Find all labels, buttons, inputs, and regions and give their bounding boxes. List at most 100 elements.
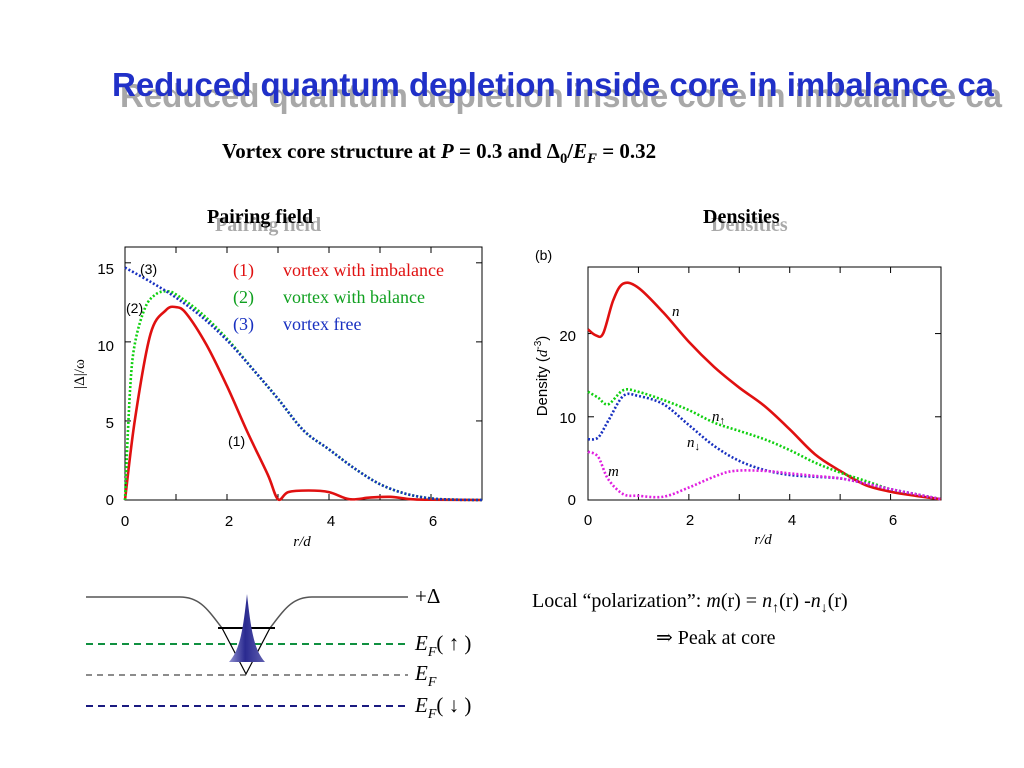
polar-eq: = (740, 590, 763, 612)
chart1-xlabel: r/d (293, 534, 311, 550)
curve-label-2: (2) (126, 300, 143, 316)
density-series-4 (587, 450, 942, 501)
slide-subtitle: Vortex core structure at P = 0.3 and Δ0/… (222, 139, 656, 168)
polar-n1: n (762, 590, 773, 612)
polar-down: ↓ (820, 601, 828, 616)
ylabel-d: d (535, 349, 551, 357)
ef-mid-label: EF (414, 661, 437, 690)
chart1-ytick-0: 0 (106, 492, 114, 509)
chart2-ylabel: Density (d-3) (533, 336, 551, 417)
density-series-3 (587, 392, 942, 501)
chart2-frame (587, 266, 942, 501)
pairing-panel-title: Pairing field Pairing field (207, 206, 321, 236)
subtitle-delta-sub: 0 (559, 151, 568, 168)
curve-label-3: (3) (140, 261, 157, 277)
quasiparticle-peak (229, 594, 265, 662)
chart1-ytick-10: 10 (97, 338, 114, 355)
polar-minus: - (799, 590, 811, 612)
chart2-ticks (587, 267, 942, 501)
ylabel-exp: -3 (533, 340, 544, 349)
chart1-ytick-5: 5 (106, 415, 114, 432)
curve-label-n: n (672, 304, 680, 320)
chart2-xtick-2: 2 (686, 512, 694, 529)
polar-r2: (r) (779, 590, 800, 612)
curve-label-n-down: n↓ (687, 435, 700, 453)
ef-mid-e: E (414, 661, 428, 685)
subtitle-slash: / (567, 139, 574, 163)
curve-label-m: m (608, 464, 619, 480)
curve-label-n-up: n↑ (712, 409, 725, 427)
density-panel-title: Densities Densities (703, 206, 788, 236)
ef-mid-sub: F (427, 675, 437, 690)
slide-title-text: Reduced quantum depletion inside core in… (112, 66, 995, 103)
panel-tag-b: (b) (535, 247, 552, 263)
chart2-lines (587, 281, 942, 501)
plus-delta-label: +Δ (415, 584, 440, 608)
densities-chart: (b) 0 2 4 6 0 10 20 Density (d-3) r/d n … (533, 247, 942, 548)
ef-up-e: E (414, 631, 428, 655)
subtitle-delta: Δ (546, 139, 560, 163)
chart1-lines (123, 266, 483, 502)
ef-up-label: EF( ↑ ) (414, 631, 471, 660)
chart1-xtick-0: 0 (121, 513, 129, 530)
chart2-ytick-20: 20 (559, 328, 576, 345)
chart2-ytick-0: 0 (568, 492, 576, 509)
pairing-series-1 (123, 305, 483, 502)
density-series-2 (587, 388, 942, 501)
pairing-title-text: Pairing field (207, 206, 314, 228)
pairing-series-3 (124, 266, 483, 502)
polar-r1: (r) (720, 590, 741, 612)
ef-down-e: E (414, 693, 428, 717)
ylabel-prefix: Density ( (534, 357, 551, 416)
chart2-xtick-0: 0 (584, 512, 592, 529)
legend-num-1: (1) (233, 260, 254, 281)
slide-title: Reduced quantum depletion inside core in… (112, 64, 1024, 120)
ylabel-suffix: ) (534, 336, 551, 341)
subtitle-e: E (573, 139, 588, 163)
subtitle-p: P (440, 139, 454, 163)
polar-prefix: Local “polarization”: (532, 590, 707, 612)
ef-down-arrow: ( ↓ ) (436, 693, 471, 717)
n-up-letter: n (712, 409, 720, 425)
legend-text-3: vortex free (283, 314, 361, 334)
pairing-field-chart: 0 2 4 6 0 5 10 15 |Δ|/ω r/d (3) (2) (1) … (72, 246, 483, 550)
chart2-xtick-4: 4 (788, 512, 796, 529)
polar-m: m (706, 590, 721, 612)
ef-up-arrow: ( ↑ ) (436, 631, 471, 655)
polar-r3: (r) (827, 590, 848, 612)
polarization-formula: Local “polarization”: m(r) = n↑(r) -n↓(r… (532, 590, 848, 617)
n-up-arrow: ↑ (720, 415, 726, 427)
chart2-ytick-10: 10 (559, 410, 576, 427)
chart1-ylabel: |Δ|/ω (72, 359, 88, 389)
n-down-letter: n (687, 435, 695, 451)
n-down-arrow: ↓ (695, 441, 701, 453)
legend-text-2: vortex with balance (283, 287, 425, 307)
ef-down-label: EF( ↓ ) (414, 693, 471, 722)
pairing-title-shadow: Pairing field (215, 214, 322, 236)
ef-up-sub: F (427, 645, 437, 660)
subtitle-prefix: Vortex core structure at (222, 139, 441, 163)
peak-at-core-text: ⇒ Peak at core (656, 627, 776, 649)
chart1-ticks (124, 247, 483, 501)
chart1-frame (124, 246, 483, 501)
chart2-xtick-6: 6 (889, 512, 897, 529)
chart1-xtick-6: 6 (429, 513, 437, 530)
polar-n2: n (810, 590, 821, 612)
legend-text-1: vortex with imbalance (283, 260, 444, 280)
ef-down-sub: F (427, 707, 437, 722)
curve-label-1: (1) (228, 433, 245, 449)
subtitle-e-sub: F (587, 151, 597, 168)
subtitle-value: = 0.32 (596, 139, 657, 163)
subtitle-p-value: = 0.3 and (453, 139, 547, 163)
density-series-1 (587, 281, 942, 501)
legend-num-3: (3) (233, 314, 254, 335)
energy-diagram: +Δ EF( ↑ ) EF EF( ↓ ) (86, 584, 471, 722)
polar-up: ↑ (772, 601, 780, 616)
chart2-xlabel: r/d (754, 532, 772, 548)
chart1-xtick-4: 4 (327, 513, 335, 530)
legend-num-2: (2) (233, 287, 254, 308)
density-title-shadow: Densities (711, 214, 788, 236)
slide-title-shadow: Reduced quantum depletion inside core in… (120, 77, 1003, 114)
chart1-ytick-15: 15 (97, 261, 114, 278)
chart1-xtick-2: 2 (225, 513, 233, 530)
